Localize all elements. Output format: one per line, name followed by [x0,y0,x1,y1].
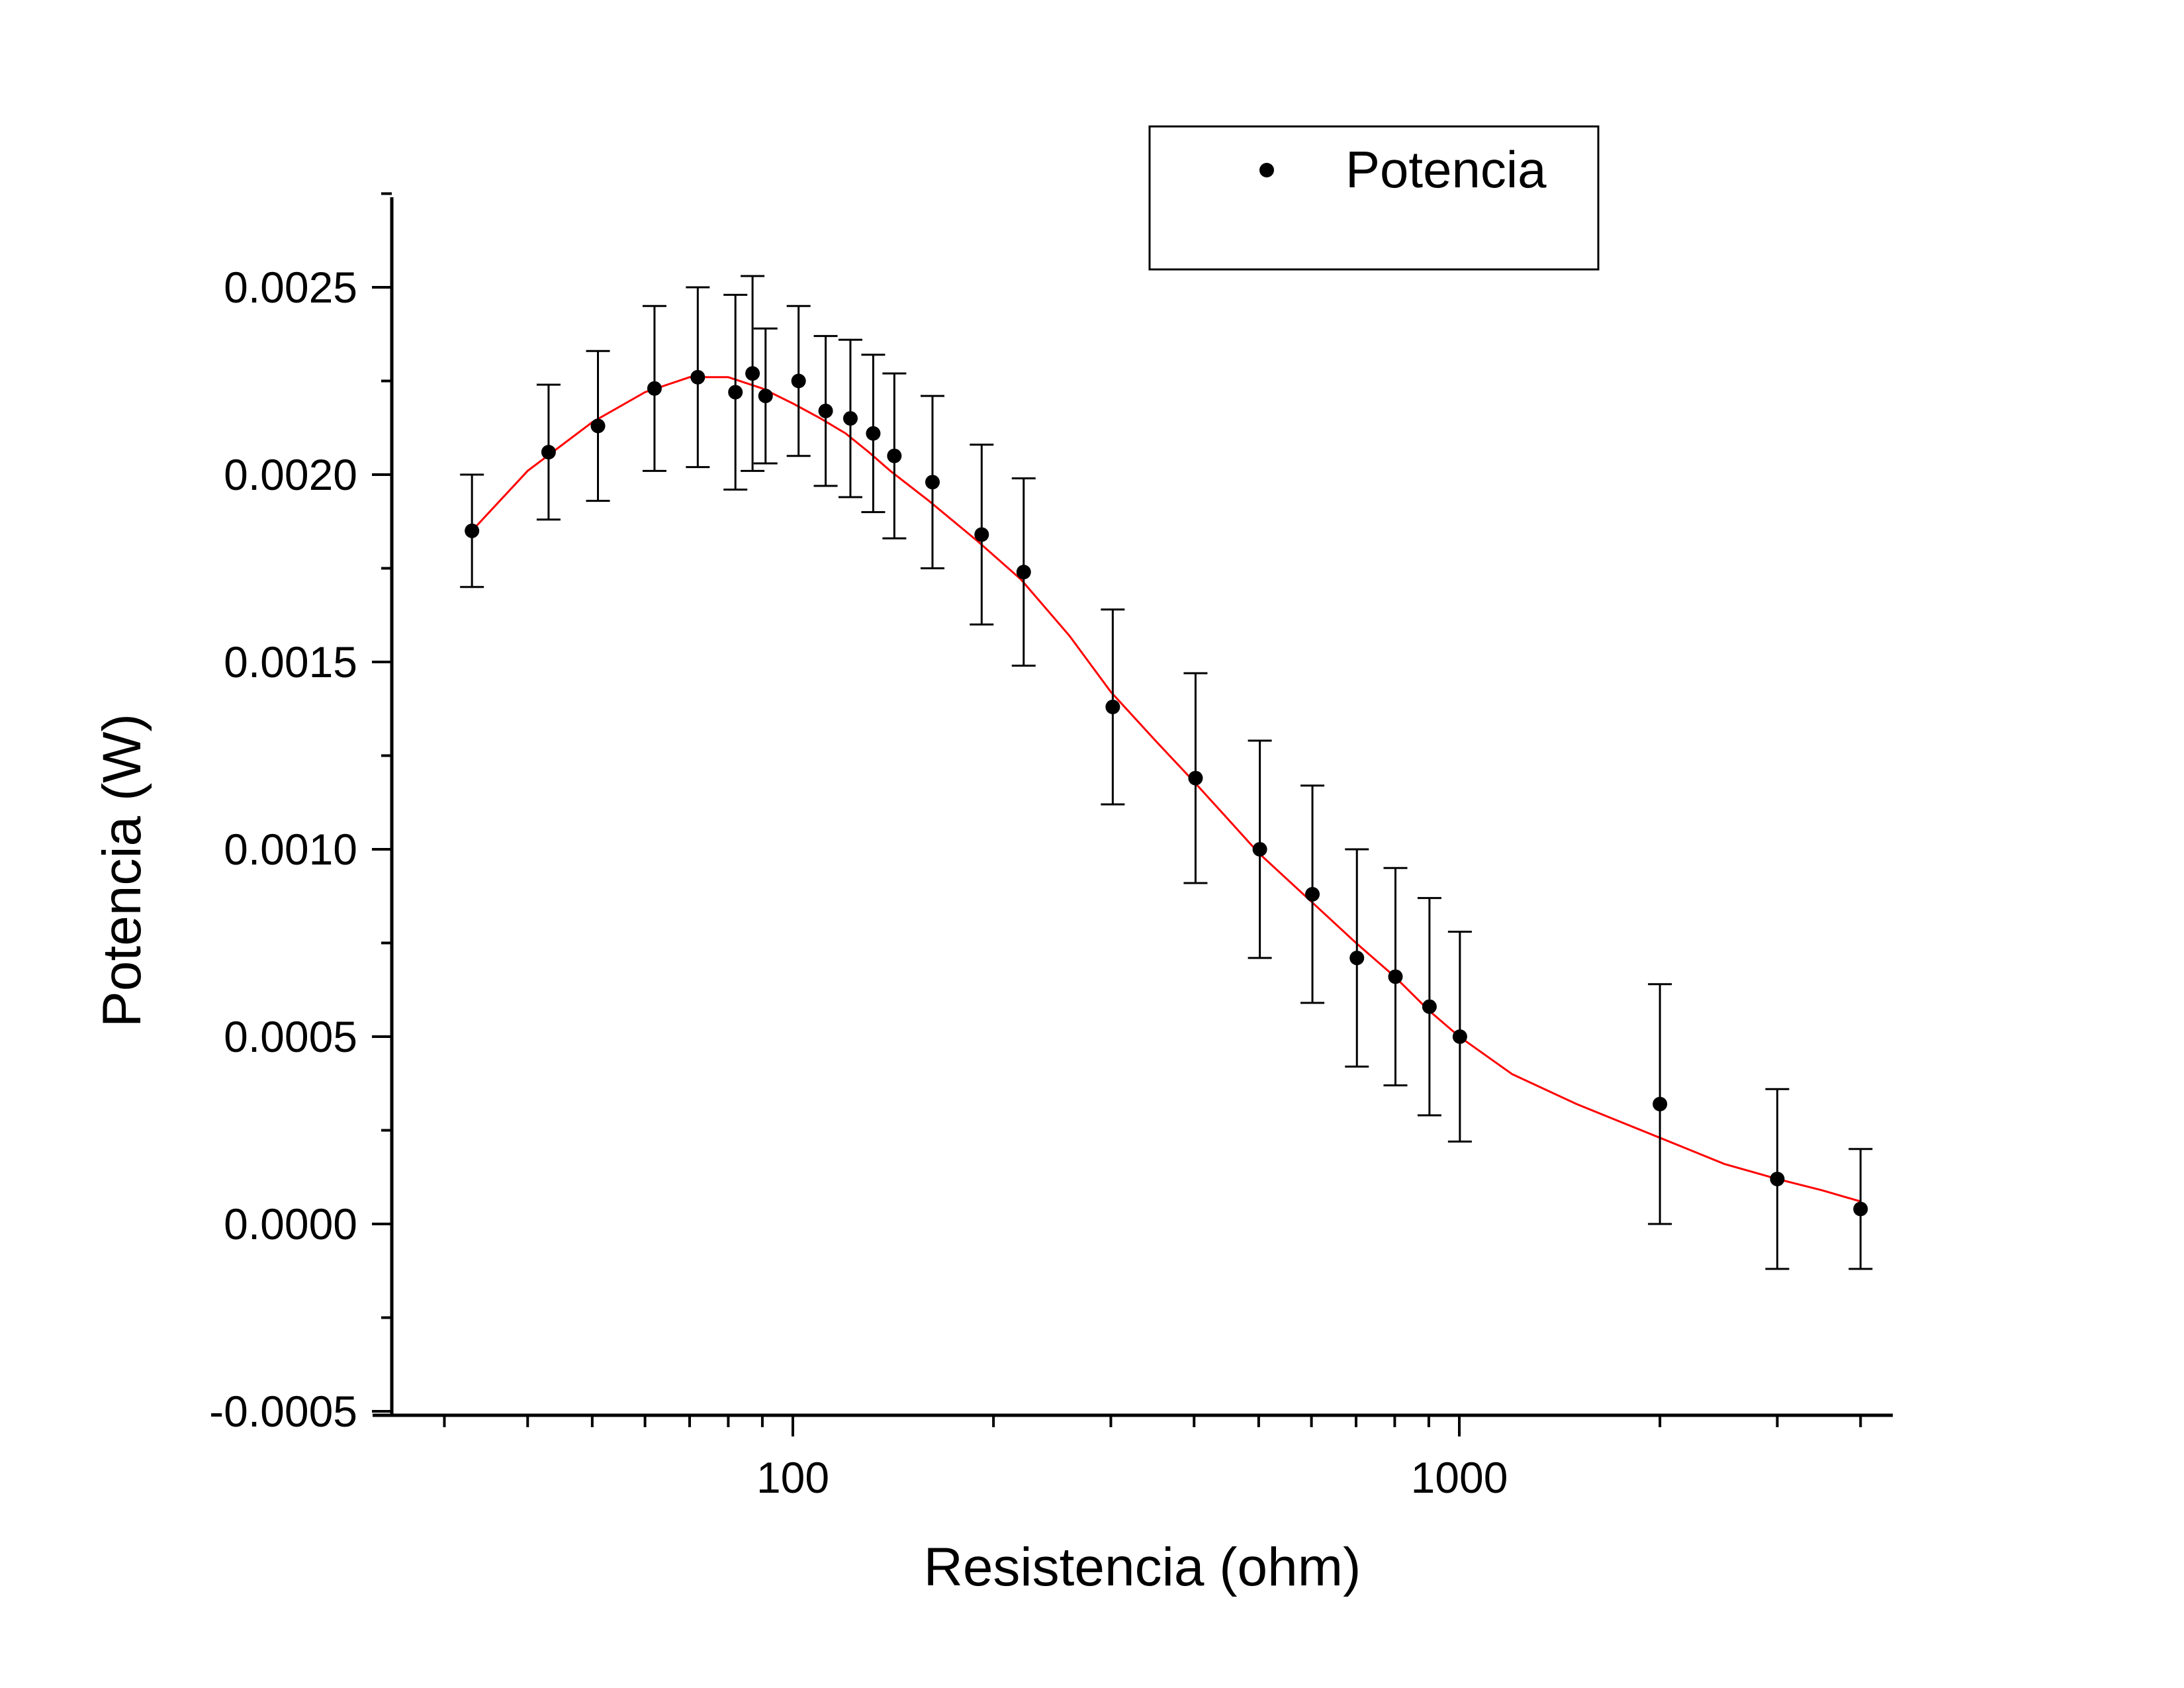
data-point [1853,1201,1868,1217]
y-tick-label: 0.0000 [224,1199,357,1248]
y-tick-label: 0.0010 [224,825,357,874]
data-point [1105,699,1120,714]
legend: Potencia [1148,125,1600,271]
fit-curve-layer [471,376,1861,1203]
y-axis-title: Potencia (W) [92,714,152,1027]
data-point [974,527,989,542]
data-point [647,381,662,396]
y-tick-label: -0.0005 [209,1387,357,1436]
data-point [925,475,940,490]
data-point [1770,1172,1785,1187]
legend-label-potencia: Potencia [1345,140,1547,199]
data-point [1422,999,1437,1014]
y-tick-label: 0.0015 [224,637,357,686]
y-tick-label: 0.0020 [224,450,357,499]
axis-ticks: -0.0005 0.0000 0.0005 0.0010 0.0015 0.0020 0.0… [209,192,1862,1502]
data-point [541,445,556,460]
x-tick-label: 1000 [1411,1453,1508,1502]
data-point [590,418,606,434]
data-point [791,373,806,389]
data-point [1016,565,1031,580]
x-tick-label: 100 [756,1453,829,1502]
axes [373,197,1893,1417]
data-point [745,366,760,381]
data-point [842,411,858,426]
data-point [1349,951,1365,966]
data-point [1653,1096,1668,1111]
data-point [1188,771,1203,786]
error-bars-layer [460,275,1873,1270]
x-axis-title: Resistencia (ohm) [924,1537,1361,1597]
fit-curve [471,376,1861,1203]
data-point [1388,969,1403,984]
data-point [1452,1029,1467,1044]
y-tick-label: 0.0005 [224,1012,357,1061]
data-point [887,448,902,463]
data-point [1305,886,1320,902]
legend-marker [1259,163,1274,177]
y-tick-label: 0.0025 [224,263,357,312]
data-point [818,403,833,418]
legend-box [1148,125,1600,271]
data-point [465,523,480,538]
data-point [1252,842,1267,857]
data-points-layer [465,366,1868,1217]
data-point [758,389,773,404]
data-point [690,369,705,385]
data-point [728,385,743,400]
data-point [866,426,881,441]
